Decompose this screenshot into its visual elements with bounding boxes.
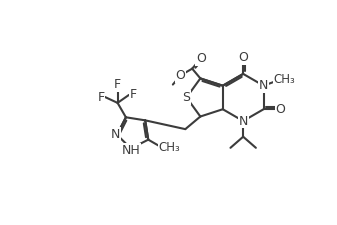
Text: CH₃: CH₃ bbox=[158, 141, 180, 154]
Text: F: F bbox=[97, 90, 104, 104]
Text: O: O bbox=[176, 69, 186, 82]
Text: N: N bbox=[111, 128, 120, 141]
Text: O: O bbox=[196, 52, 206, 65]
Text: F: F bbox=[129, 88, 136, 101]
Text: O: O bbox=[275, 103, 285, 116]
Text: CH₃: CH₃ bbox=[274, 73, 295, 86]
Text: O: O bbox=[238, 51, 248, 64]
Text: NH: NH bbox=[121, 144, 140, 157]
Text: S: S bbox=[183, 91, 190, 104]
Text: N: N bbox=[239, 115, 248, 128]
Text: F: F bbox=[114, 78, 121, 91]
Text: N: N bbox=[259, 79, 268, 92]
